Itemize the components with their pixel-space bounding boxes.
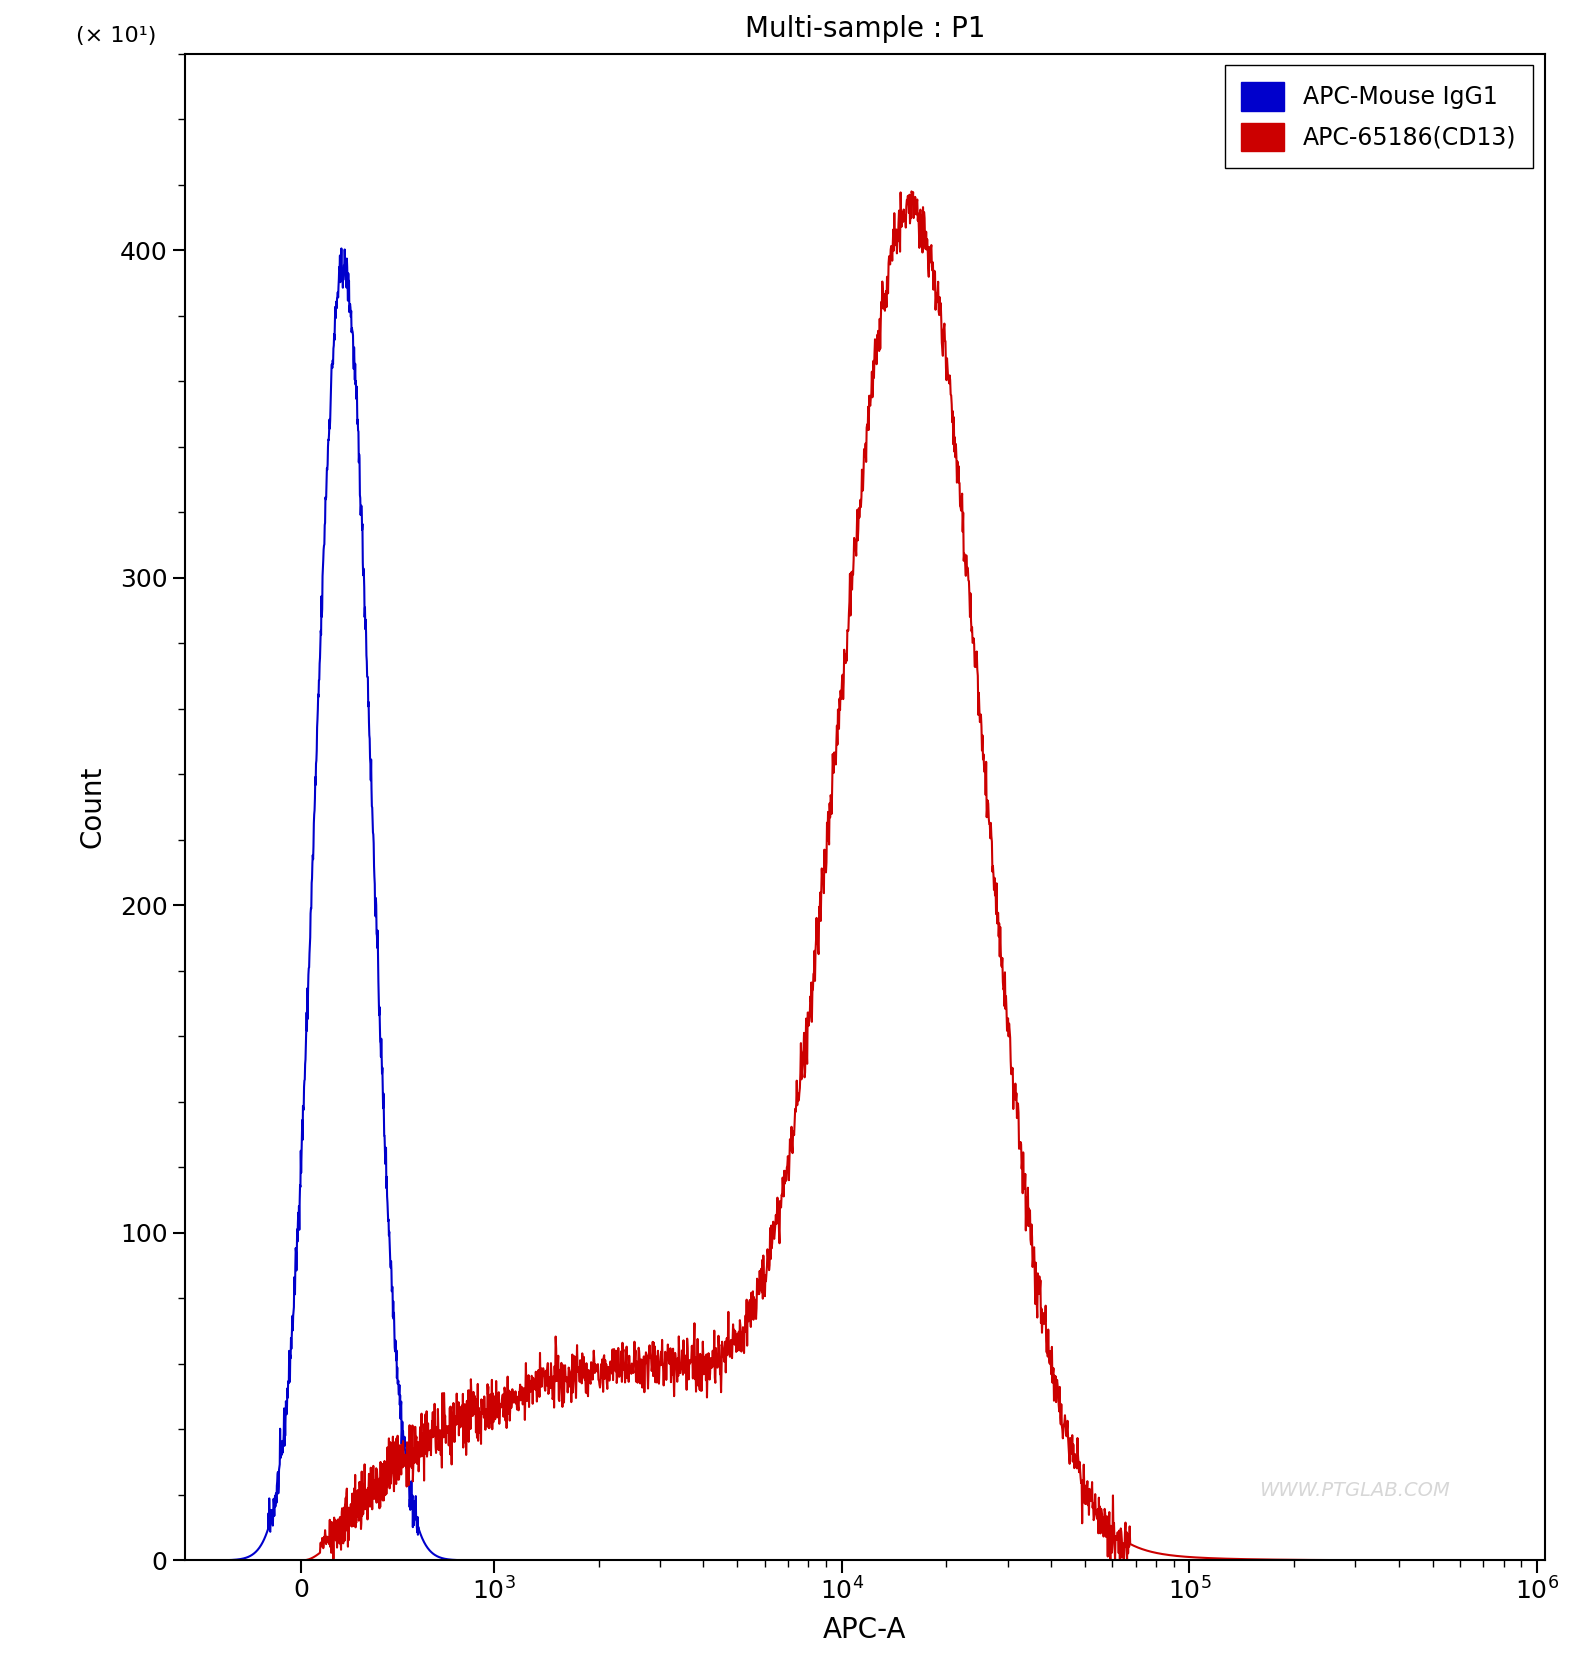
APC-Mouse IgG1 xyxy=(484,1551,502,1571)
APC-65186(CD13) xyxy=(902,181,921,201)
APC-65186(CD13) xyxy=(610,1367,628,1387)
APC-65186(CD13) xyxy=(482,1370,501,1390)
APC-65186(CD13) xyxy=(751,1279,770,1299)
Legend: APC-Mouse IgG1, APC-65186(CD13): APC-Mouse IgG1, APC-65186(CD13) xyxy=(1225,65,1532,168)
Y-axis label: Count: Count xyxy=(79,766,106,848)
APC-Mouse IgG1 xyxy=(748,1551,767,1571)
APC-Mouse IgG1 xyxy=(332,239,351,259)
Title: Multi-sample : P1: Multi-sample : P1 xyxy=(745,15,984,43)
APC-Mouse IgG1 xyxy=(751,1551,770,1571)
APC-Mouse IgG1 xyxy=(611,1551,630,1571)
APC-Mouse IgG1 xyxy=(1017,1551,1036,1571)
Text: WWW.PTGLAB.COM: WWW.PTGLAB.COM xyxy=(1258,1481,1451,1500)
APC-Mouse IgG1 xyxy=(1528,1551,1547,1571)
APC-65186(CD13) xyxy=(994,979,1013,999)
APC-Mouse IgG1 xyxy=(195,1551,214,1571)
Line: APC-65186(CD13): APC-65186(CD13) xyxy=(205,191,1537,1561)
APC-Mouse IgG1 xyxy=(994,1551,1013,1571)
APC-65186(CD13) xyxy=(1017,1193,1036,1213)
X-axis label: APC-A: APC-A xyxy=(824,1616,907,1644)
APC-65186(CD13) xyxy=(1528,1551,1547,1571)
Text: (× 10¹): (× 10¹) xyxy=(76,27,156,46)
APC-65186(CD13) xyxy=(195,1551,214,1571)
APC-65186(CD13) xyxy=(515,1379,534,1399)
Line: APC-Mouse IgG1: APC-Mouse IgG1 xyxy=(205,249,1537,1561)
APC-Mouse IgG1 xyxy=(515,1551,534,1571)
